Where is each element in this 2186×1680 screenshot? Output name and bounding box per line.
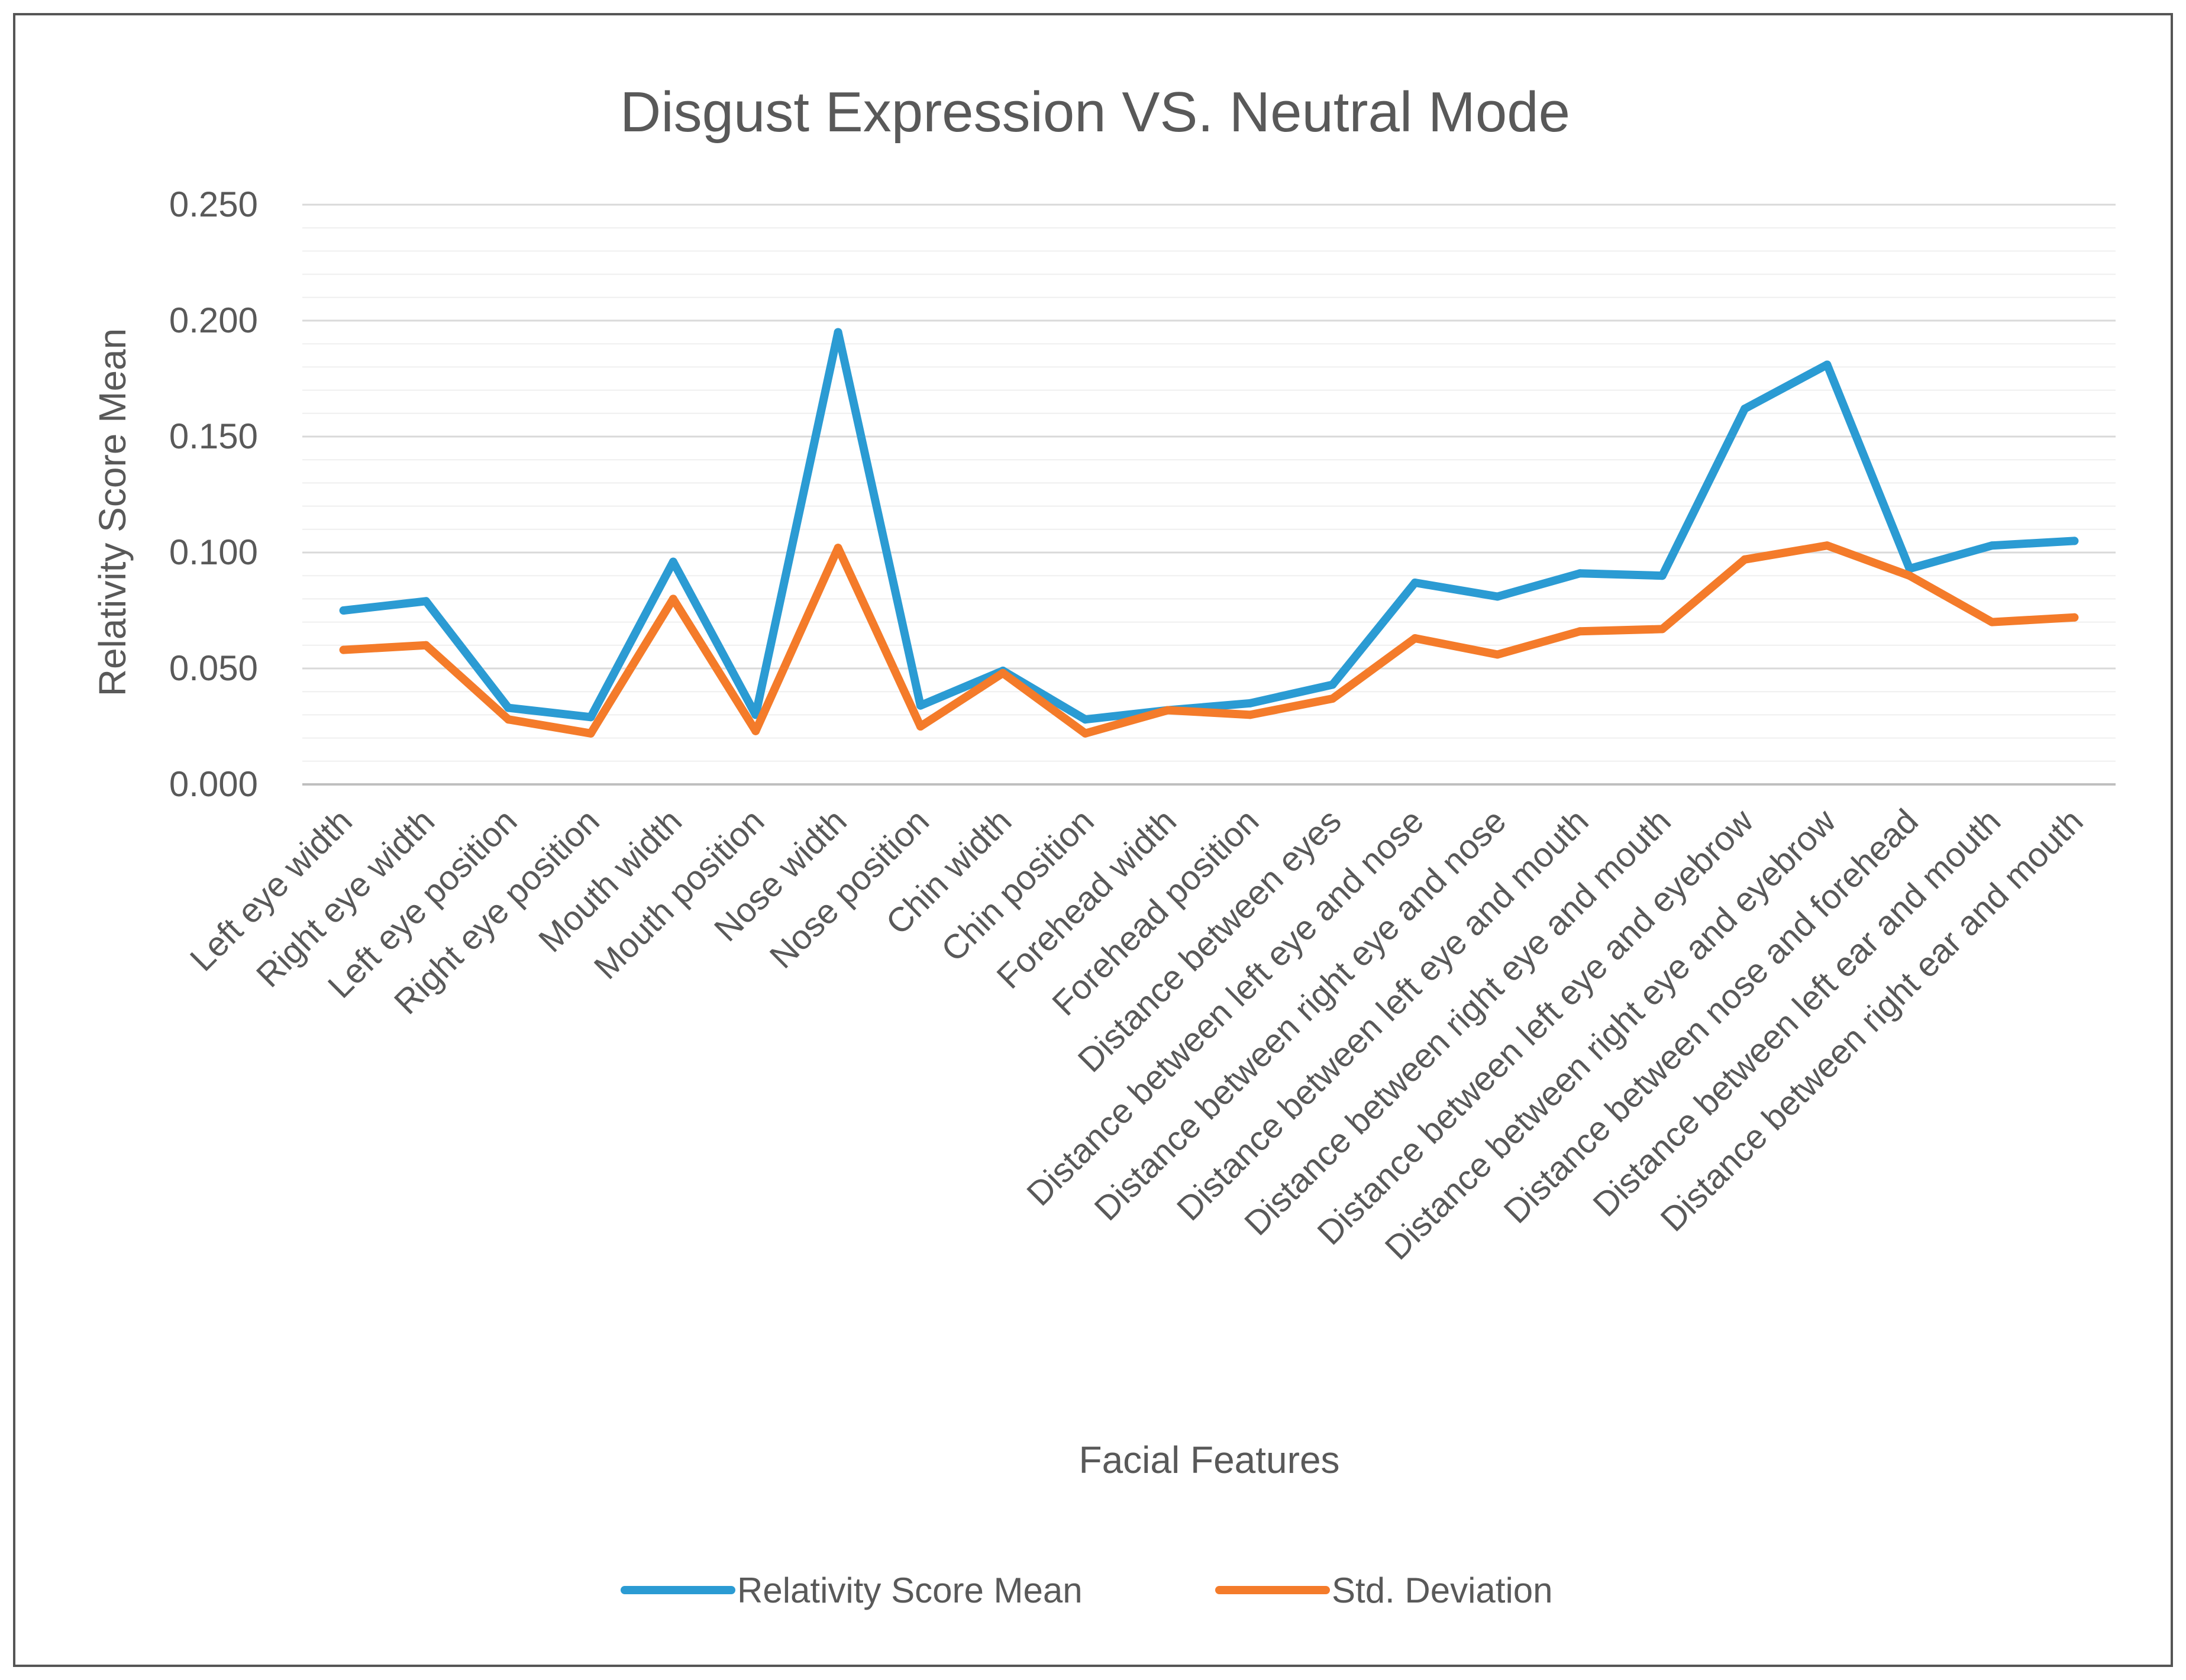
y-tick-label: 0.250 [169, 185, 258, 224]
y-axis-ticks: 0.000 0.050 0.100 0.150 0.200 0.250 [169, 185, 258, 804]
data-point [1081, 729, 1090, 738]
data-point [1823, 360, 1832, 369]
legend: Relativity Score Mean Std. Deviation [621, 1571, 1553, 1610]
data-point [1163, 706, 1172, 715]
data-point [504, 703, 513, 712]
series-line-std-deviation [339, 541, 2079, 738]
data-point [1658, 571, 1667, 580]
legend-label: Relativity Score Mean [737, 1571, 1083, 1610]
data-point [504, 715, 513, 724]
data-point [586, 729, 595, 738]
legend-label: Std. Deviation [1332, 1571, 1553, 1610]
y-tick-label: 0.050 [169, 648, 258, 688]
data-point [1328, 694, 1337, 703]
data-point [421, 597, 430, 606]
data-point [1575, 569, 1584, 578]
data-point [1988, 541, 1997, 550]
data-point [1905, 571, 1914, 580]
y-tick-label: 0.150 [169, 416, 258, 456]
data-point [1246, 699, 1255, 707]
data-point [339, 645, 348, 654]
data-point [1493, 592, 1502, 601]
series-line-relativity-score-mean [339, 328, 2079, 724]
data-point [916, 701, 925, 710]
data-point [1658, 625, 1667, 634]
chart-frame: Disgust Expression VS. Neutral Mode 0.00… [13, 13, 2173, 1667]
data-point [669, 595, 677, 603]
series-lines [339, 328, 2079, 738]
x-axis-title: Facial Features [1079, 1439, 1339, 1481]
data-point [1410, 578, 1419, 587]
data-point [999, 668, 1008, 677]
data-point [916, 722, 925, 731]
chart-title: Disgust Expression VS. Neutral Mode [620, 80, 1570, 144]
data-point [2070, 613, 2079, 622]
data-point [1246, 710, 1255, 719]
data-point [2070, 537, 2079, 545]
data-point [1493, 650, 1502, 659]
y-tick-label: 0.100 [169, 532, 258, 572]
data-point [1575, 627, 1584, 636]
data-point [1988, 618, 1997, 626]
data-point [834, 328, 842, 337]
data-point [1410, 634, 1419, 643]
data-point [1741, 555, 1749, 564]
data-point [1741, 404, 1749, 413]
data-point [1328, 680, 1337, 689]
y-tick-label: 0.000 [169, 764, 258, 804]
data-point [1081, 715, 1090, 724]
line-chart: Disgust Expression VS. Neutral Mode 0.00… [91, 80, 2116, 1610]
data-point [421, 641, 430, 650]
data-point [1823, 541, 1832, 550]
data-point [339, 606, 348, 615]
gridlines [302, 203, 2116, 762]
y-tick-label: 0.200 [169, 301, 258, 340]
y-axis-title: Relativity Score Mean [91, 328, 134, 696]
data-point [669, 557, 677, 566]
data-point [586, 713, 595, 722]
data-point [834, 544, 842, 553]
data-point [751, 726, 760, 735]
